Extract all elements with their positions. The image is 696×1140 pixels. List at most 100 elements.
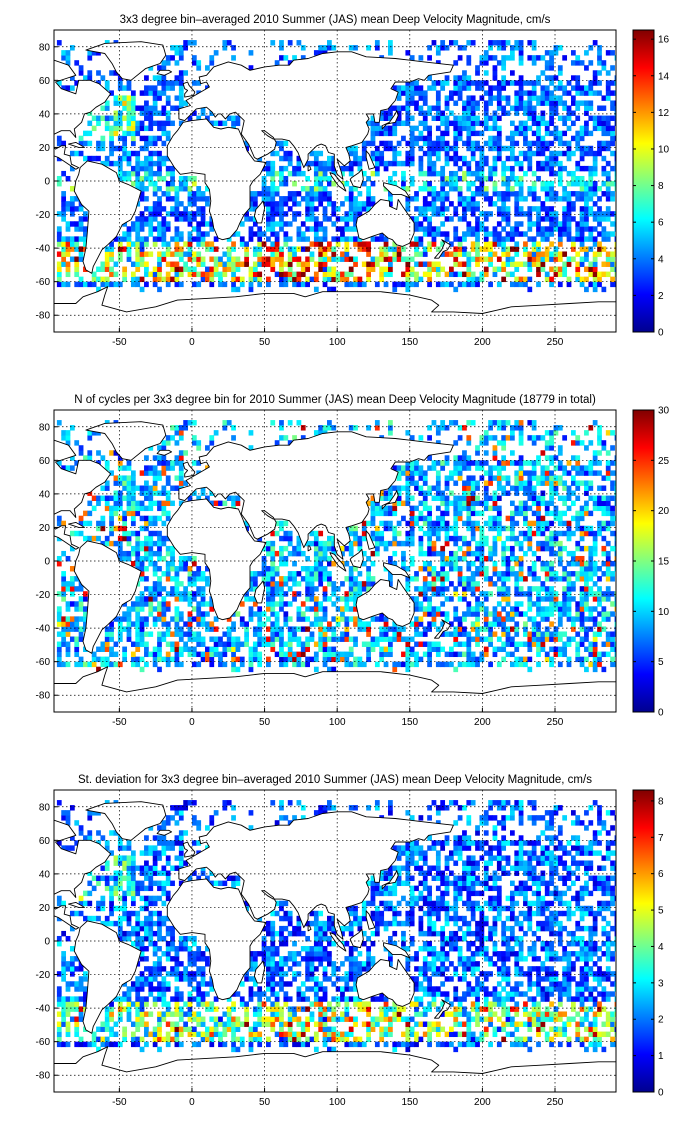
bin-cell	[470, 576, 476, 582]
bin-cell	[327, 555, 332, 562]
bin-cell	[440, 586, 446, 592]
bin-cell	[91, 115, 97, 121]
bin-cell	[518, 75, 524, 81]
bin-cell	[322, 586, 328, 592]
bin-cell	[122, 510, 128, 517]
bin-cell	[575, 251, 581, 257]
bin-cell	[309, 211, 315, 217]
bin-cell	[440, 631, 446, 637]
bin-cell	[488, 581, 493, 587]
bin-cell	[100, 495, 106, 501]
bin-cell	[405, 666, 411, 673]
bin-cell	[239, 261, 245, 267]
bin-cell	[174, 455, 180, 461]
bin-cell	[148, 271, 154, 278]
bin-cell	[283, 155, 289, 162]
bin-cell	[374, 510, 380, 517]
bin-cell	[536, 621, 541, 627]
bin-cell	[514, 555, 520, 562]
bin-cell	[588, 246, 594, 252]
bin-cell	[65, 581, 71, 587]
bin-cell	[444, 175, 450, 182]
bin-cell	[327, 155, 332, 162]
bin-cell	[514, 475, 520, 481]
bin-cell	[492, 55, 498, 61]
bin-cell	[309, 566, 315, 572]
bin-cell	[557, 251, 563, 257]
bin-cell	[614, 246, 616, 252]
bin-cell	[170, 631, 175, 637]
bin-cell	[274, 651, 280, 658]
bin-cell	[479, 80, 485, 86]
bin-cell	[122, 236, 128, 242]
bin-cell	[383, 281, 389, 288]
bin-cell	[366, 571, 371, 577]
bin-cell	[540, 465, 546, 471]
bin-cell	[475, 65, 480, 71]
bin-cell	[557, 165, 563, 172]
bin-cell	[126, 125, 132, 132]
bin-cell	[453, 561, 459, 567]
bin-cell	[418, 545, 424, 552]
bin-cell	[383, 165, 389, 172]
bin-cell	[313, 540, 319, 547]
bin-cell	[379, 115, 385, 121]
bin-cell	[331, 561, 337, 567]
bin-cell	[579, 90, 585, 96]
bin-cell	[144, 525, 149, 532]
bin-cell	[614, 90, 616, 96]
bin-cell	[56, 226, 62, 232]
y-tick-label: -60	[36, 277, 51, 288]
bin-cell	[279, 591, 284, 597]
bin-cell	[257, 631, 263, 637]
bin-cell	[440, 45, 446, 51]
bin-cell	[431, 85, 437, 91]
bin-cell	[357, 656, 363, 663]
bin-cell	[274, 256, 280, 262]
bin-cell	[344, 651, 350, 658]
bin-cell	[405, 186, 411, 192]
bin-cell	[331, 155, 337, 162]
bin-cell	[575, 165, 581, 172]
bin-cell	[396, 661, 402, 668]
bin-cell	[592, 211, 598, 217]
bin-cell	[383, 160, 389, 167]
bin-cell	[514, 656, 520, 663]
bin-cell	[152, 566, 158, 572]
bin-cell	[488, 626, 493, 632]
bin-cell	[514, 626, 520, 632]
bin-cell	[366, 261, 371, 267]
bin-cell	[113, 525, 119, 532]
bin-cell	[205, 445, 210, 451]
bin-cell	[544, 196, 550, 202]
bin-cell	[470, 100, 476, 106]
bin-cell	[453, 611, 459, 617]
bin-cell	[531, 236, 537, 242]
bin-cell	[370, 515, 376, 522]
bin-cell	[470, 110, 476, 116]
bin-cell	[174, 105, 180, 111]
bin-cell	[69, 246, 75, 252]
bin-cell	[257, 616, 263, 622]
bin-cell	[549, 165, 554, 172]
bin-cell	[440, 130, 446, 137]
bin-cell	[492, 535, 498, 542]
bin-cell	[422, 651, 428, 658]
bin-cell	[270, 201, 276, 207]
bin-cell	[261, 576, 267, 582]
bin-cell	[488, 576, 493, 582]
bin-cell	[313, 216, 319, 222]
bin-cell	[148, 545, 154, 552]
bin-cell	[536, 505, 541, 512]
bin-cell	[435, 80, 441, 86]
bin-cell	[379, 505, 385, 512]
bin-cell	[435, 90, 441, 96]
bin-cell	[283, 271, 289, 278]
bin-cell	[501, 631, 507, 637]
bin-cell	[462, 535, 467, 542]
bin-cell	[109, 646, 114, 652]
bin-cell	[144, 261, 149, 267]
bin-cell	[196, 576, 202, 582]
bin-cell	[435, 505, 441, 512]
bin-cell	[392, 170, 398, 177]
